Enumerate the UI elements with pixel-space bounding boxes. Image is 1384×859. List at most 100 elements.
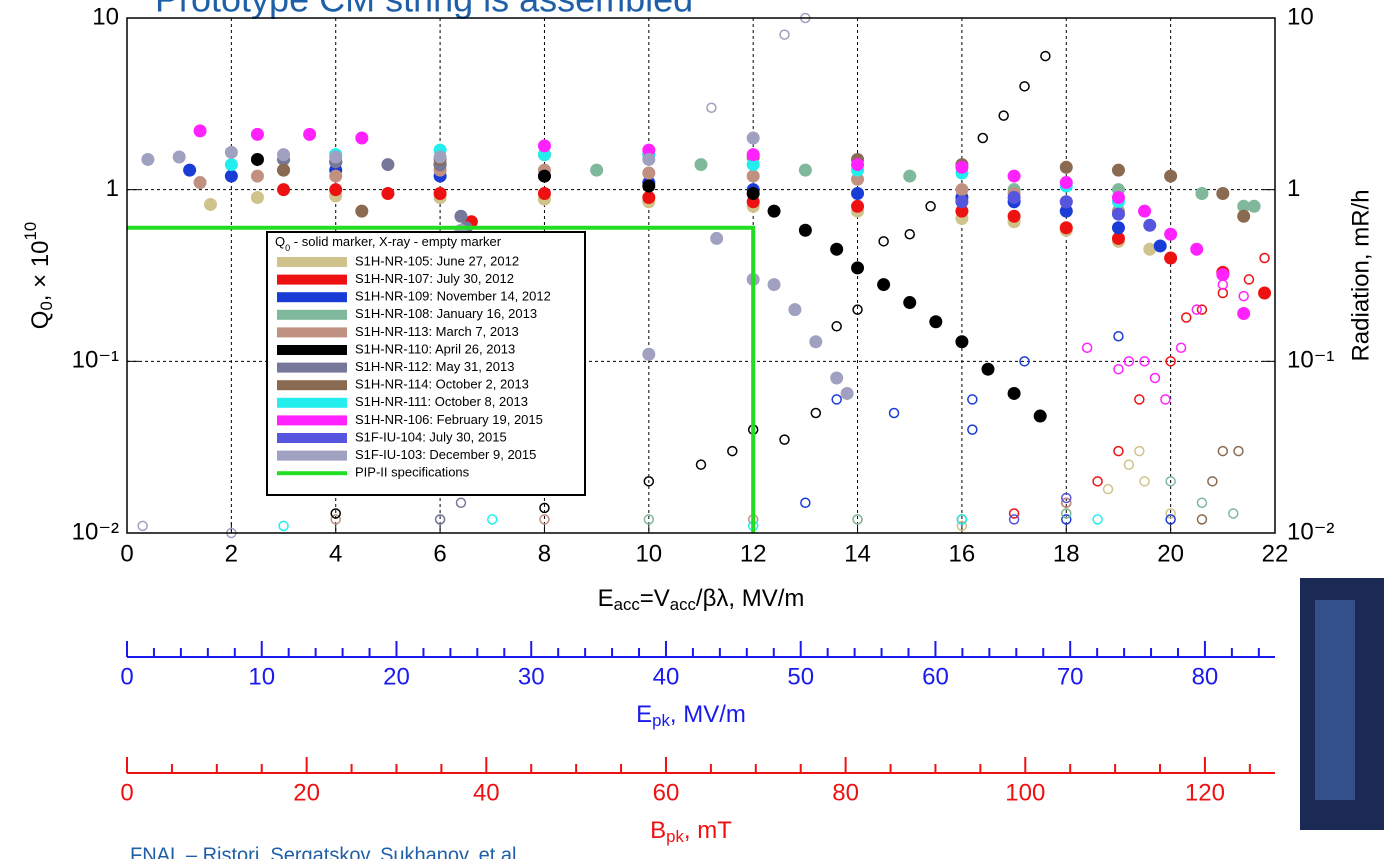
q0-point: [642, 166, 656, 180]
xray-point: [1196, 304, 1208, 315]
label-part: , mT: [684, 817, 732, 844]
x-tick-label: 12: [740, 540, 767, 567]
x-tick-label: 16: [949, 540, 976, 567]
xray-point: [1092, 476, 1103, 487]
q0-point: [1007, 191, 1021, 205]
xray-point: [1123, 356, 1135, 367]
q0-point: [851, 158, 865, 172]
y-tick-label: 10: [92, 3, 119, 30]
q0-point: [840, 386, 854, 400]
legend-label: S1H-NR-109: November 14, 2012: [355, 289, 551, 304]
xray-point: [1217, 287, 1229, 299]
q0-point: [767, 278, 781, 292]
q0-point: [1059, 221, 1073, 235]
secondary-tick-label: 120: [1185, 779, 1225, 806]
q0-point: [590, 163, 604, 177]
q0-point: [224, 169, 238, 183]
legend-swatch: [277, 471, 347, 476]
xray-point: [1228, 508, 1239, 519]
q0-point: [746, 186, 760, 200]
subscript: acc: [614, 595, 640, 614]
q0-point: [250, 127, 264, 141]
label-part: , MV/m: [670, 701, 746, 728]
q0-point: [903, 296, 917, 310]
xray-point: [1061, 492, 1072, 504]
legend-label: S1H-NR-114: October 2, 2013: [355, 377, 529, 392]
label-part: E: [598, 585, 614, 612]
xray-point: [278, 520, 289, 532]
xray-point: [1165, 476, 1176, 487]
q0-point: [1111, 231, 1125, 245]
q0-point: [642, 152, 656, 166]
q0-point: [1164, 227, 1178, 241]
label-part: B: [650, 817, 666, 844]
xray-point: [1134, 394, 1145, 405]
q0-point: [877, 278, 891, 292]
xray-point: [1102, 483, 1114, 495]
xray-point: [1113, 445, 1124, 457]
xray-point: [810, 407, 822, 419]
y-tick-label: 1: [106, 175, 119, 202]
y2-tick-label: 10⁻²: [1287, 518, 1334, 545]
xray-point: [967, 424, 978, 435]
q0-point: [1247, 199, 1261, 213]
secondary-tick-label: 50: [787, 663, 814, 690]
xray-point: [831, 394, 842, 405]
xray-point: [888, 407, 900, 419]
secondary-tick-label: 60: [653, 779, 680, 806]
xray-point: [1092, 514, 1103, 525]
xray-point: [1160, 394, 1171, 405]
q0-point: [1164, 251, 1178, 265]
q0-point: [454, 209, 468, 223]
q0-point: [172, 150, 186, 164]
label-part: E: [636, 701, 652, 728]
q0-point: [250, 191, 264, 205]
label-part: , × 10: [27, 240, 54, 301]
y2-axis-label: Radiation, mR/h: [1347, 189, 1374, 361]
xray-point: [695, 459, 707, 470]
xray-point: [1113, 363, 1124, 375]
xray-point: [1019, 81, 1030, 92]
footer: FNAL – Ristori, Sergatskov, Sukhanov, et…: [130, 844, 522, 859]
xray-point: [1259, 252, 1270, 264]
xray-point: [1217, 279, 1229, 290]
q0-point: [224, 158, 238, 172]
q0-point: [642, 179, 656, 193]
q0-point: [830, 242, 844, 256]
q0-point: [767, 204, 781, 218]
xray-point: [852, 514, 863, 525]
q0-point: [329, 169, 343, 183]
x-tick-label: 10: [635, 540, 662, 567]
q0-point: [851, 199, 865, 213]
secondary-tick-label: 40: [653, 663, 680, 690]
y2-tick-label: 10: [1287, 3, 1314, 30]
xray-point: [779, 434, 790, 445]
legend-swatch: [277, 257, 347, 267]
q0-point: [1111, 221, 1125, 235]
q0-point: [1059, 204, 1073, 218]
xray-point: [1113, 330, 1124, 342]
q0-point: [851, 261, 865, 275]
q0-point: [1143, 242, 1157, 256]
q0-point: [277, 183, 291, 197]
legend-label: PIP-II specifications: [355, 465, 470, 480]
legend-swatch: [277, 292, 347, 303]
xray-point: [1134, 445, 1145, 457]
q0-point: [355, 131, 369, 145]
legend-swatch: [277, 433, 347, 443]
xray-point: [779, 29, 790, 40]
legend-swatch: [277, 450, 347, 461]
q0-point: [694, 158, 708, 172]
xray-point: [487, 514, 498, 525]
xray-point: [904, 228, 915, 240]
q0-point: [851, 186, 865, 200]
q0-point: [1153, 239, 1167, 253]
xray-point: [1165, 514, 1176, 525]
q0-point: [1216, 186, 1230, 200]
xray-point: [137, 520, 148, 532]
legend-swatch: [277, 274, 347, 285]
photo-detail: [1315, 600, 1355, 800]
q0-point: [710, 231, 724, 245]
axis-label: Bpk, mT: [650, 817, 732, 846]
x-tick-label: 14: [844, 540, 871, 567]
